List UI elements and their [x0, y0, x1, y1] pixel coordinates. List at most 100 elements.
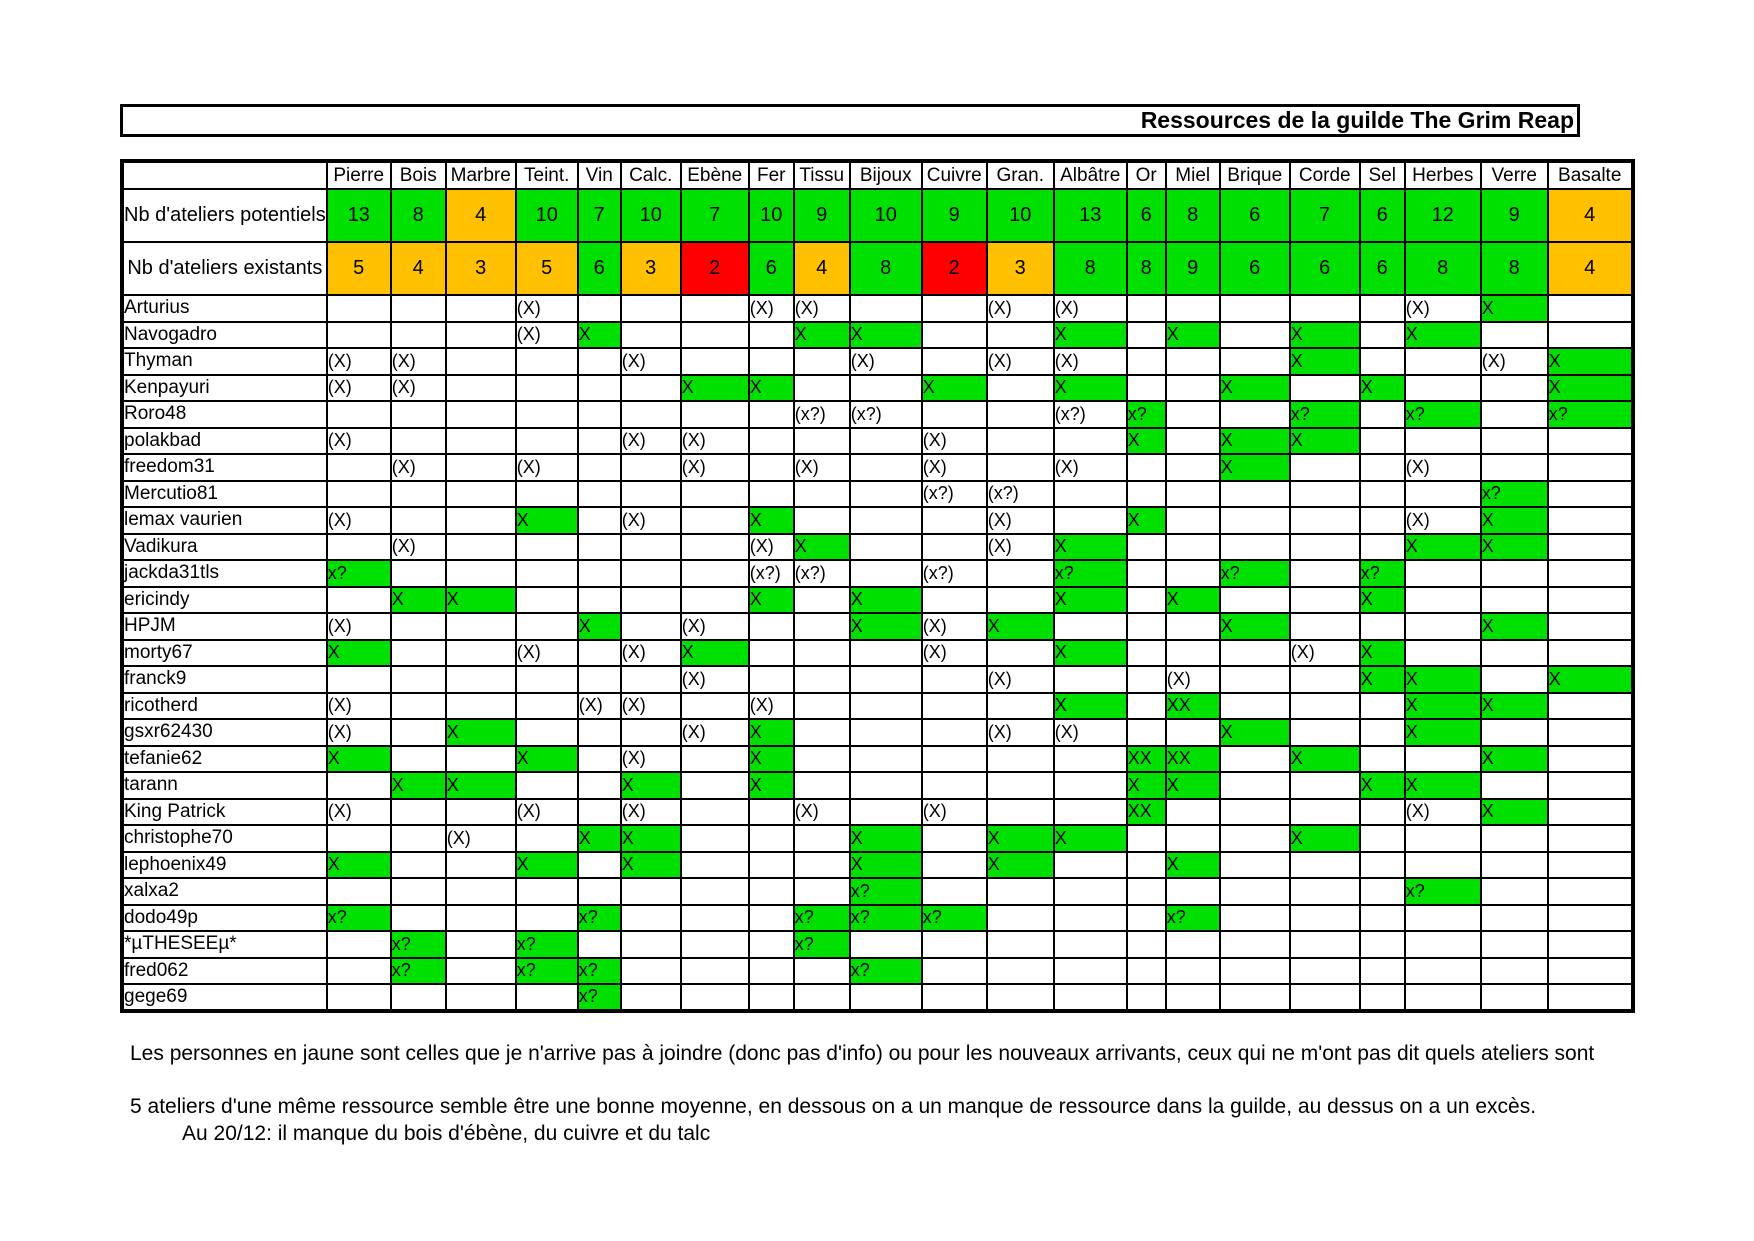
- grid-cell[interactable]: (X): [985, 532, 1055, 561]
- grid-cell[interactable]: (X): [985, 506, 1055, 535]
- grid-cell[interactable]: XX: [1125, 797, 1167, 826]
- column-header-gran[interactable]: Gran.: [985, 160, 1055, 190]
- grid-cell[interactable]: [679, 506, 750, 535]
- grid-cell[interactable]: (X): [747, 691, 795, 720]
- grid-cell[interactable]: [1164, 559, 1221, 588]
- grid-cell[interactable]: [1218, 320, 1291, 349]
- grid-cell[interactable]: [1125, 877, 1167, 906]
- row-existants-cell[interactable]: 4: [792, 241, 851, 296]
- grid-cell[interactable]: [1358, 903, 1406, 932]
- grid-cell[interactable]: [747, 638, 795, 667]
- grid-cell[interactable]: [1288, 691, 1361, 720]
- column-header-calc[interactable]: Calc.: [619, 160, 682, 190]
- grid-cell[interactable]: [848, 930, 923, 959]
- grid-cell[interactable]: (x?): [920, 559, 988, 588]
- grid-cell[interactable]: (X): [1479, 347, 1549, 376]
- grid-cell[interactable]: (x?): [792, 559, 851, 588]
- row-existants-cell[interactable]: 8: [1052, 241, 1128, 296]
- player-name[interactable]: ricotherd: [121, 691, 328, 720]
- grid-cell[interactable]: (x?): [920, 479, 988, 508]
- grid-cell[interactable]: x?: [1546, 400, 1634, 429]
- grid-cell[interactable]: [792, 718, 851, 747]
- grid-cell[interactable]: X: [576, 320, 622, 349]
- column-header-basalte[interactable]: Basalte: [1546, 160, 1634, 190]
- grid-cell[interactable]: [576, 294, 622, 323]
- player-name[interactable]: lemax vaurien: [121, 506, 328, 535]
- grid-cell[interactable]: [1358, 956, 1406, 985]
- grid-cell[interactable]: (X): [1403, 294, 1482, 323]
- grid-cell[interactable]: x?: [1125, 400, 1167, 429]
- grid-cell[interactable]: (X): [389, 373, 447, 402]
- grid-cell[interactable]: [1358, 718, 1406, 747]
- grid-cell[interactable]: (X): [1052, 453, 1128, 482]
- grid-cell[interactable]: x?: [325, 903, 392, 932]
- grid-cell[interactable]: [679, 903, 750, 932]
- grid-cell[interactable]: X: [1546, 347, 1634, 376]
- grid-cell[interactable]: x?: [848, 956, 923, 985]
- grid-cell[interactable]: [444, 453, 517, 482]
- grid-cell[interactable]: [747, 347, 795, 376]
- grid-cell[interactable]: [1546, 638, 1634, 667]
- grid-cell[interactable]: [1125, 638, 1167, 667]
- grid-cell[interactable]: X: [747, 718, 795, 747]
- grid-cell[interactable]: [325, 877, 392, 906]
- grid-cell[interactable]: [792, 744, 851, 773]
- grid-cell[interactable]: x?: [514, 956, 579, 985]
- grid-cell[interactable]: [576, 506, 622, 535]
- row-existants-cell[interactable]: 2: [920, 241, 988, 296]
- grid-cell[interactable]: X: [1479, 294, 1549, 323]
- grid-cell[interactable]: [1358, 612, 1406, 641]
- grid-cell[interactable]: [1288, 930, 1361, 959]
- grid-cell[interactable]: [848, 638, 923, 667]
- row-potentiels-cell[interactable]: 10: [848, 188, 923, 243]
- grid-cell[interactable]: [576, 850, 622, 879]
- grid-cell[interactable]: [679, 479, 750, 508]
- row-potentiels-cell[interactable]: 4: [444, 188, 517, 243]
- grid-cell[interactable]: [444, 426, 517, 455]
- grid-cell[interactable]: [1546, 797, 1634, 826]
- grid-cell[interactable]: (X): [514, 797, 579, 826]
- grid-cell[interactable]: X: [1052, 824, 1128, 853]
- grid-cell[interactable]: X: [619, 824, 682, 853]
- grid-cell[interactable]: (x?): [1052, 400, 1128, 429]
- grid-cell[interactable]: [920, 294, 988, 323]
- grid-cell[interactable]: [1125, 824, 1167, 853]
- grid-cell[interactable]: [619, 373, 682, 402]
- player-name[interactable]: Mercutio81: [121, 479, 328, 508]
- grid-cell[interactable]: [325, 479, 392, 508]
- grid-cell[interactable]: X: [1479, 612, 1549, 641]
- grid-cell[interactable]: (X): [619, 744, 682, 773]
- grid-cell[interactable]: [1164, 426, 1221, 455]
- grid-cell[interactable]: [747, 797, 795, 826]
- column-header-cuivre[interactable]: Cuivre: [920, 160, 988, 190]
- grid-cell[interactable]: X: [1403, 718, 1482, 747]
- grid-cell[interactable]: [1479, 426, 1549, 455]
- grid-cell[interactable]: [576, 665, 622, 694]
- grid-cell[interactable]: [1546, 744, 1634, 773]
- grid-cell[interactable]: [1479, 850, 1549, 879]
- row-existants-cell[interactable]: 4: [389, 241, 447, 296]
- grid-cell[interactable]: (X): [444, 824, 517, 853]
- grid-cell[interactable]: [444, 850, 517, 879]
- grid-cell[interactable]: XX: [1164, 744, 1221, 773]
- grid-cell[interactable]: [1403, 638, 1482, 667]
- grid-cell[interactable]: [1164, 718, 1221, 747]
- grid-cell[interactable]: (X): [389, 453, 447, 482]
- grid-cell[interactable]: [389, 850, 447, 879]
- grid-cell[interactable]: [1288, 612, 1361, 641]
- grid-cell[interactable]: [747, 930, 795, 959]
- grid-cell[interactable]: X: [444, 585, 517, 614]
- grid-cell[interactable]: [747, 956, 795, 985]
- grid-cell[interactable]: X: [1403, 532, 1482, 561]
- grid-cell[interactable]: [1125, 373, 1167, 402]
- grid-cell[interactable]: [679, 585, 750, 614]
- row-existants-cell[interactable]: 5: [514, 241, 579, 296]
- grid-cell[interactable]: [1479, 877, 1549, 906]
- grid-cell[interactable]: [325, 930, 392, 959]
- grid-cell[interactable]: X: [1164, 850, 1221, 879]
- grid-cell[interactable]: [1403, 744, 1482, 773]
- grid-cell[interactable]: [1218, 665, 1291, 694]
- grid-cell[interactable]: [514, 373, 579, 402]
- grid-cell[interactable]: [1218, 400, 1291, 429]
- grid-cell[interactable]: [985, 771, 1055, 800]
